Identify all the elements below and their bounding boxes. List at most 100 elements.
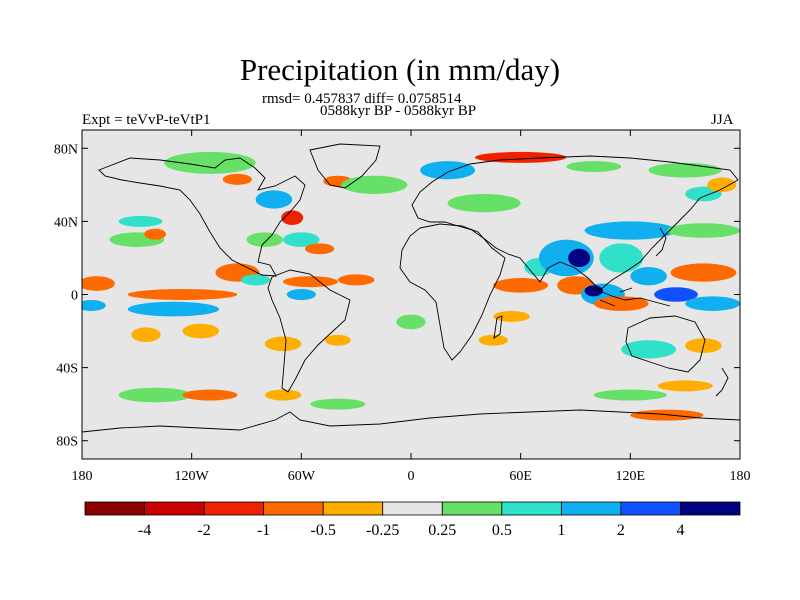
coastline-greenland bbox=[309, 143, 381, 189]
anomaly-patch bbox=[584, 221, 677, 240]
stats-line: rmsd= 0.457837 diff= 0.0758514 bbox=[262, 91, 462, 107]
x-tick-label: 180 bbox=[72, 469, 93, 484]
coastline-north-america bbox=[98, 157, 306, 277]
x-tick-label: 120E bbox=[616, 469, 646, 484]
anomaly-patch bbox=[568, 248, 591, 268]
anomaly-layer bbox=[82, 151, 740, 421]
x-tick-label: 180 bbox=[730, 469, 751, 484]
anomaly-patch bbox=[707, 177, 737, 193]
anomaly-patch bbox=[447, 193, 521, 213]
anomaly-patch bbox=[118, 387, 192, 403]
anomaly-patch bbox=[131, 327, 161, 343]
anomaly-patch bbox=[666, 223, 740, 238]
colorbar: -4 -2 -1 -0.5 -0.25 0.25 0.5 1 2 4 bbox=[84, 501, 741, 539]
anomaly-patch bbox=[599, 243, 644, 273]
anomaly-patch bbox=[337, 274, 375, 286]
anomaly-patch bbox=[657, 380, 713, 392]
coastline-africa bbox=[399, 223, 506, 361]
coastline-eurasia bbox=[411, 155, 739, 291]
colorbar-swatch bbox=[680, 501, 741, 516]
colorbar-swatch bbox=[203, 501, 265, 516]
colorbar-label: 1 bbox=[557, 522, 565, 539]
coastline-australia bbox=[625, 315, 706, 373]
colorbar-swatch bbox=[263, 501, 324, 516]
x-tick-label: 60E bbox=[509, 469, 532, 484]
anomaly-patch bbox=[281, 210, 304, 226]
anomaly-patch bbox=[144, 228, 167, 240]
y-tick-label: 80S bbox=[56, 435, 78, 450]
anomaly-patch bbox=[82, 276, 115, 291]
anomaly-patch bbox=[264, 336, 302, 352]
anomaly-patch bbox=[127, 301, 220, 317]
colorbar-label: -1 bbox=[257, 522, 270, 539]
anomaly-patch bbox=[127, 289, 238, 300]
season-label: JJA bbox=[711, 112, 734, 128]
anomaly-patch bbox=[283, 232, 320, 247]
colorbar-label: -0.5 bbox=[311, 522, 336, 539]
y-tick-label: 40S bbox=[56, 362, 78, 377]
colorbar-swatch bbox=[382, 501, 443, 516]
period-line: 0588kyr BP - 0588kyr BP bbox=[320, 103, 477, 119]
colorbar-label: -4 bbox=[138, 522, 151, 539]
colorbar-label: 0.25 bbox=[428, 522, 456, 539]
anomaly-patch bbox=[286, 289, 316, 300]
coastline-new-zealand bbox=[715, 367, 729, 397]
colorbar-label: 0.5 bbox=[492, 522, 512, 539]
colorbar-swatch bbox=[620, 501, 681, 516]
anomaly-patch bbox=[310, 398, 366, 410]
anomaly-patch bbox=[164, 151, 256, 174]
anomaly-patch bbox=[118, 215, 163, 227]
anomaly-patch bbox=[341, 175, 408, 194]
colorbar-label: -0.25 bbox=[366, 522, 399, 539]
y-tick-label: 0 bbox=[71, 289, 78, 304]
anomaly-patch bbox=[621, 340, 677, 359]
anomaly-patch bbox=[493, 278, 549, 293]
colorbar-label: 4 bbox=[676, 522, 684, 539]
anomaly-patch bbox=[670, 263, 737, 282]
anomaly-patch bbox=[246, 232, 284, 247]
anomaly-patch bbox=[182, 323, 220, 339]
x-tick-label: 0 bbox=[408, 469, 415, 484]
anomaly-patch bbox=[82, 299, 106, 311]
anomaly-patch bbox=[264, 389, 302, 401]
colorbar-label: 2 bbox=[617, 522, 625, 539]
x-tick-label: 120W bbox=[175, 469, 210, 484]
anomaly-patch bbox=[630, 267, 667, 286]
anomaly-patch bbox=[420, 161, 475, 180]
colorbar-swatch bbox=[560, 501, 622, 516]
colorbar-label: -2 bbox=[197, 522, 210, 539]
anomaly-patch bbox=[255, 190, 293, 209]
anomaly-patch bbox=[493, 310, 530, 322]
colorbar-swatch bbox=[441, 501, 503, 516]
coastlines bbox=[82, 143, 740, 433]
anomaly-patch bbox=[304, 243, 335, 255]
anomaly-patch bbox=[325, 334, 351, 346]
coastline-south-america bbox=[267, 269, 351, 393]
colorbar-swatch bbox=[144, 501, 205, 516]
experiment-label: Expt = teVvP-teVtP1 bbox=[82, 112, 211, 128]
anomaly-patch bbox=[222, 173, 252, 185]
y-tick-label: 80N bbox=[54, 142, 78, 157]
anomaly-patch bbox=[685, 296, 740, 311]
map-title: Precipitation (in mm/day) bbox=[239, 52, 561, 87]
anomaly-patch bbox=[654, 287, 698, 302]
anomaly-patch bbox=[538, 239, 594, 277]
anomaly-patch bbox=[478, 334, 508, 346]
colorbar-swatch bbox=[322, 501, 384, 516]
anomaly-patch bbox=[241, 274, 271, 286]
anomaly-patch bbox=[182, 389, 238, 401]
anomaly-patch bbox=[396, 314, 426, 330]
anomaly-patch bbox=[648, 162, 722, 178]
y-tick-label: 40N bbox=[54, 215, 78, 230]
coastline-madagascar bbox=[493, 315, 503, 339]
coastline-antarctica bbox=[82, 409, 740, 433]
anomaly-patch bbox=[593, 389, 667, 401]
x-tick-label: 60W bbox=[288, 469, 316, 484]
anomaly-patch bbox=[283, 276, 338, 288]
anomaly-patch bbox=[566, 161, 622, 173]
colorbar-swatch bbox=[501, 501, 562, 516]
anomaly-patch bbox=[593, 296, 649, 311]
coastline-japan bbox=[655, 227, 667, 257]
coastline-indonesia bbox=[591, 287, 671, 307]
